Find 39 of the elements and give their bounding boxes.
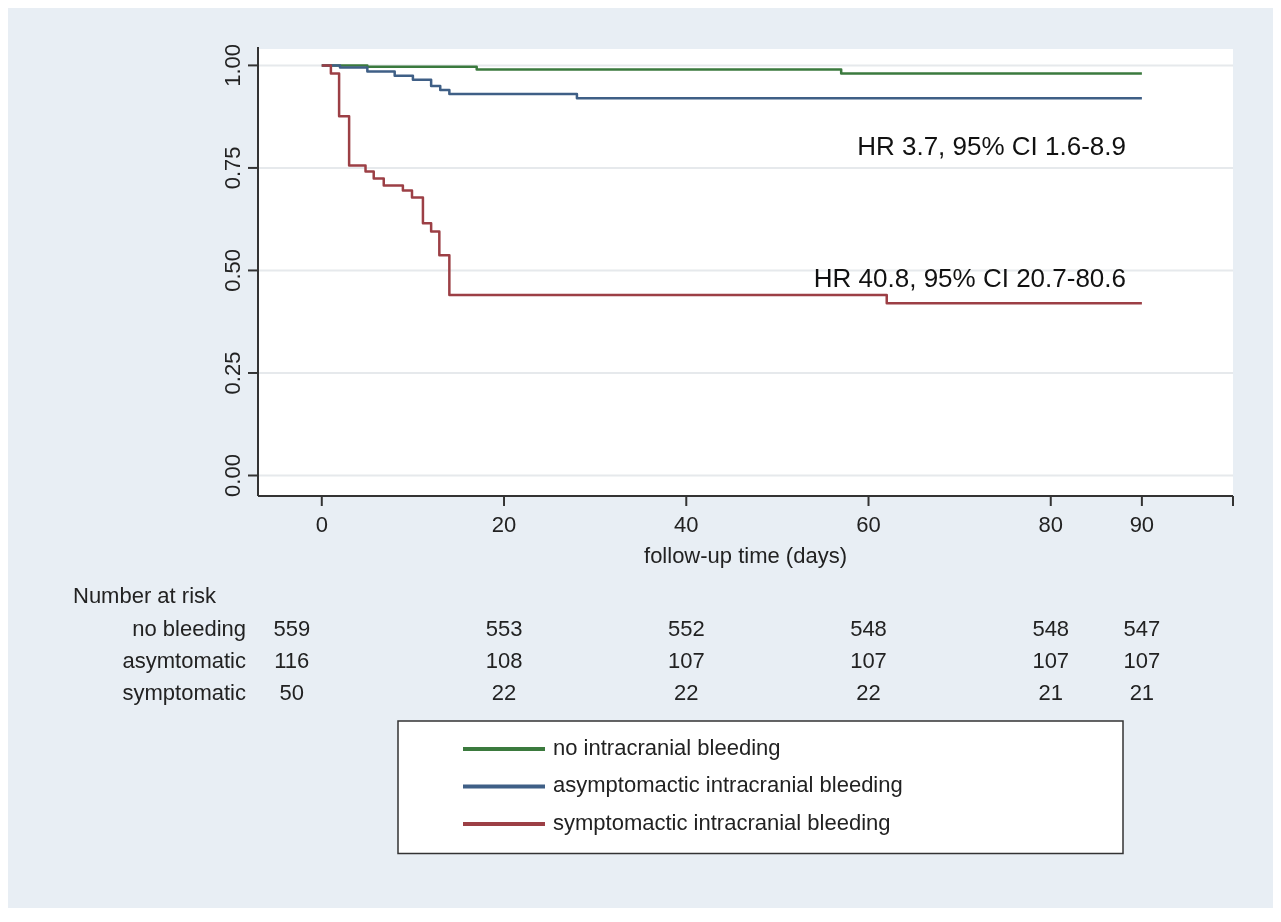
y-tick-label: 0.50: [220, 249, 245, 292]
y-tick-label: 0.25: [220, 351, 245, 395]
legend-label: no intracranial bleeding: [553, 734, 781, 760]
annotation: HR 3.7, 95% CI 1.6-8.9: [857, 130, 1126, 161]
x-tick-label: 40: [674, 512, 699, 537]
text: 548: [850, 616, 887, 641]
annotation: HR 40.8, 95% CI 20.7-80.6: [813, 262, 1126, 293]
text: 547: [1123, 616, 1161, 641]
text: 22: [674, 680, 699, 705]
text: 553: [485, 616, 523, 641]
x-tick-label: 80: [1038, 512, 1063, 537]
text: 50: [279, 680, 305, 705]
legend-label: asymptomactic intracranial bleeding: [553, 772, 903, 798]
text: no bleeding: [132, 616, 246, 641]
text: 21: [1038, 680, 1063, 705]
x-tick-label: 0: [315, 512, 328, 537]
text: 107: [1032, 648, 1070, 673]
text: 107: [667, 648, 705, 673]
y-tick-label: 0.75: [220, 146, 245, 190]
text: 107: [1123, 648, 1161, 673]
x-tick-label: 90: [1129, 512, 1155, 537]
text: 116: [274, 648, 310, 673]
y-tick-label: 1.00: [220, 43, 245, 87]
text: 108: [485, 648, 523, 673]
text: 548: [1032, 616, 1070, 641]
x-axis-title: follow-up time (days): [644, 543, 847, 568]
text: asymtomatic: [122, 648, 246, 673]
text: 21: [1129, 680, 1155, 705]
text: Number at risk: [73, 583, 218, 608]
text: 559: [273, 616, 311, 641]
x-tick-label: 20: [491, 512, 517, 537]
text: 22: [491, 680, 517, 705]
text: 107: [850, 648, 887, 673]
text: 552: [667, 616, 705, 641]
text: symptomatic: [122, 680, 246, 705]
x-tick-label: 60: [856, 512, 881, 537]
text: 22: [856, 680, 881, 705]
legend-label: symptomactic intracranial bleeding: [553, 809, 891, 835]
y-tick-label: 0.00: [220, 454, 245, 497]
